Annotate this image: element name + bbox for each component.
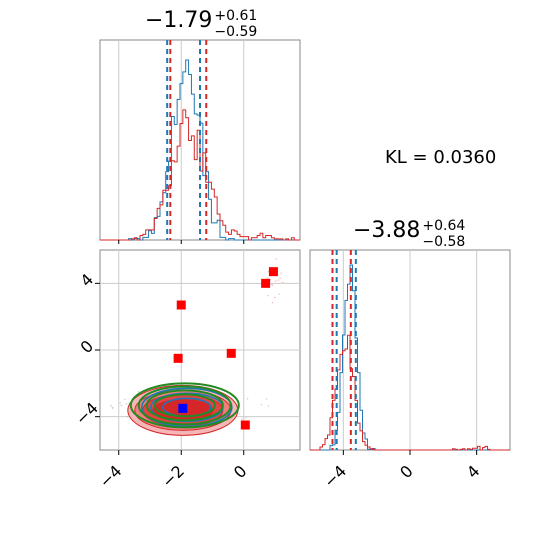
sample-dot bbox=[281, 281, 284, 284]
scatter-panel bbox=[110, 258, 284, 436]
scatter-ytick-label-0: −4 bbox=[72, 398, 102, 428]
sample-dot bbox=[238, 412, 241, 415]
sample-dot bbox=[279, 277, 281, 279]
green-contour-1 bbox=[137, 385, 232, 426]
histogram-y-red-series bbox=[310, 334, 510, 451]
histogram-x-red-series bbox=[100, 109, 300, 241]
scatter-ytick-label-1: 0 bbox=[77, 336, 98, 357]
sample-dot bbox=[278, 293, 280, 295]
histogram-y-median: −3.88 bbox=[353, 218, 421, 243]
sample-dot bbox=[260, 403, 263, 406]
histy-xtick-label-1: 0 bbox=[396, 461, 417, 482]
sample-dot bbox=[266, 277, 269, 279]
histogram-x-upper-error: +0.61 bbox=[214, 8, 258, 24]
histy-xtick-label-2: 4 bbox=[463, 461, 484, 482]
sample-dot bbox=[111, 407, 114, 409]
red-marker-3 bbox=[261, 278, 271, 288]
kl-divergence-label: KL = 0.0360 bbox=[385, 147, 497, 168]
sample-dot bbox=[267, 294, 270, 297]
histogram-x-lower-error: −0.59 bbox=[214, 24, 258, 40]
axis-ticks: −4 −2 0 −4 0 4 −4 0 4 bbox=[72, 240, 484, 492]
scatter-xtick-label-1: −2 bbox=[158, 461, 188, 491]
sample-dot bbox=[246, 397, 249, 400]
sample-dot bbox=[271, 301, 274, 304]
sample-dot bbox=[241, 418, 243, 421]
red-marker-1 bbox=[173, 353, 183, 363]
sample-dot bbox=[123, 398, 126, 401]
histogram-y-title: −3.88 +0.64 −0.58 bbox=[353, 218, 465, 250]
histogram-y-lower-error: −0.58 bbox=[422, 234, 466, 250]
red-marker-2 bbox=[226, 348, 236, 358]
sample-dot bbox=[245, 417, 247, 419]
histogram-x-title: −1.79 +0.61 −0.59 bbox=[145, 8, 257, 40]
red-marker-5 bbox=[240, 420, 250, 430]
sample-dot bbox=[126, 415, 129, 418]
sample-dot bbox=[110, 404, 112, 407]
sample-dot bbox=[125, 402, 128, 405]
sample-dot bbox=[277, 279, 280, 281]
histy-xtick-label-0: −4 bbox=[320, 461, 350, 491]
green-contour-3 bbox=[153, 393, 216, 418]
red-marker-0 bbox=[176, 300, 186, 310]
sample-dot bbox=[271, 284, 274, 286]
blue-marker bbox=[178, 403, 188, 413]
sample-dot bbox=[274, 296, 276, 299]
sample-dot bbox=[274, 280, 277, 283]
red-marker-4 bbox=[268, 267, 278, 277]
scatter-ytick-label-2: 4 bbox=[77, 270, 98, 291]
sample-dot bbox=[119, 401, 121, 404]
green-contour-0 bbox=[129, 382, 240, 429]
sample-dot bbox=[265, 398, 268, 400]
sample-dot bbox=[137, 390, 140, 393]
histogram-x-median: −1.79 bbox=[145, 8, 213, 33]
sample-dot bbox=[267, 270, 270, 273]
scatter-xtick-label-2: 0 bbox=[230, 461, 251, 482]
histogram-y bbox=[310, 250, 510, 451]
histogram-y-upper-error: +0.64 bbox=[422, 218, 466, 234]
histogram-x bbox=[100, 40, 300, 241]
sample-dot bbox=[267, 405, 270, 407]
sample-dot bbox=[280, 272, 282, 274]
sample-dot bbox=[120, 404, 123, 407]
green-contour-2 bbox=[145, 389, 224, 422]
sample-dot bbox=[275, 258, 278, 260]
scatter-xtick-label-0: −4 bbox=[95, 461, 125, 491]
